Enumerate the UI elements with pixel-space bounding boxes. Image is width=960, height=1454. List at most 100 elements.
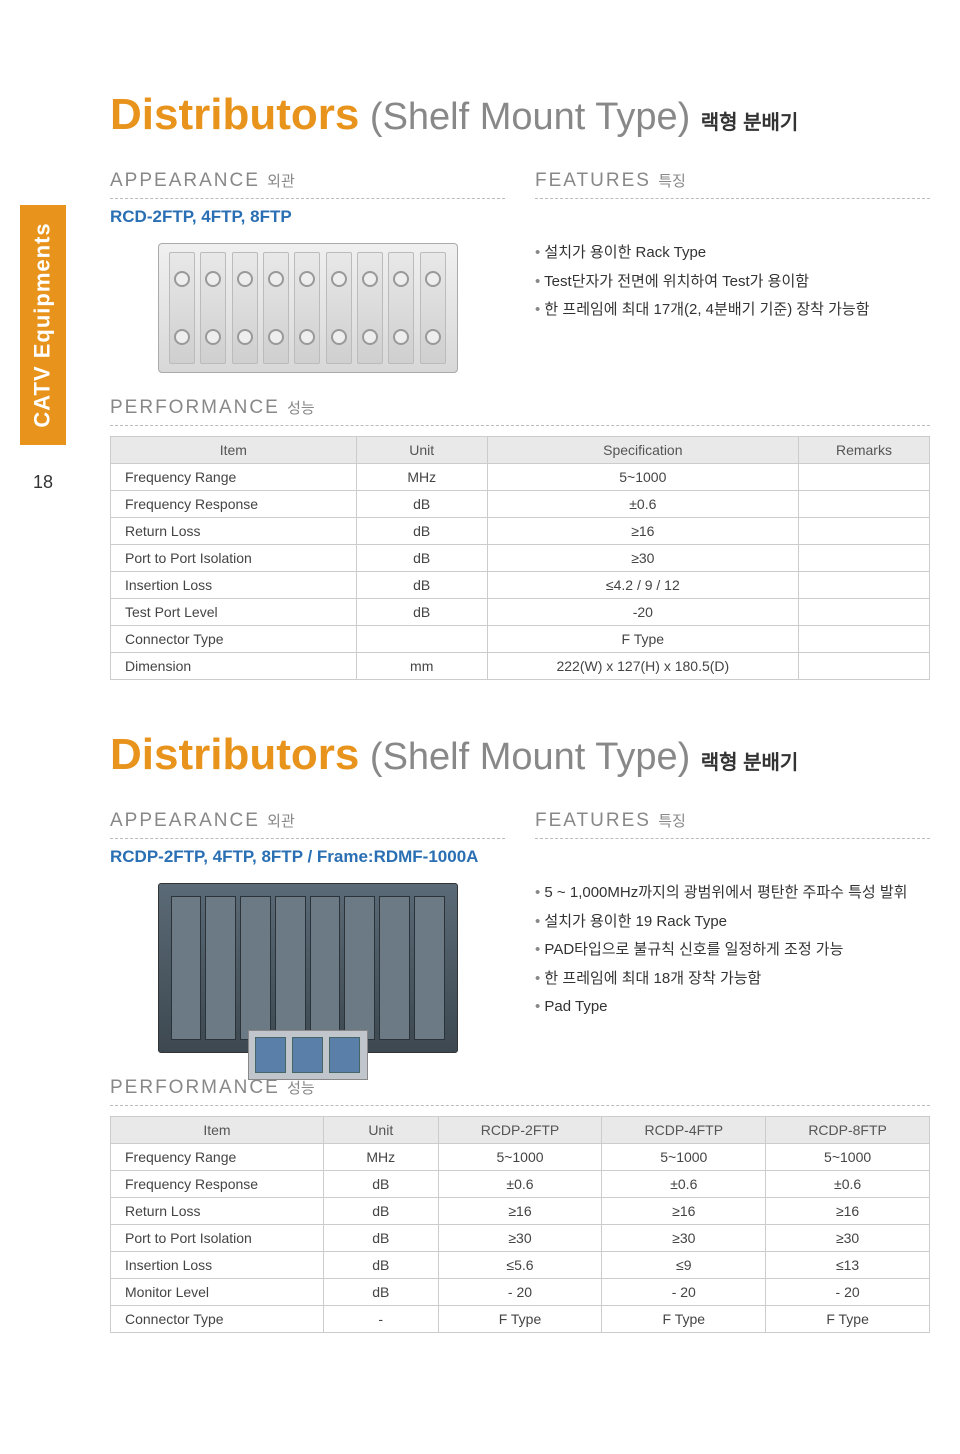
table-cell: ±0.6 bbox=[602, 1171, 766, 1198]
table-cell bbox=[798, 464, 929, 491]
table-cell: Frequency Response bbox=[111, 1171, 324, 1198]
table-cell: F Type bbox=[766, 1306, 930, 1333]
feature-item: 한 프레임에 최대 17개(2, 4분배기 기준) 장착 가능함 bbox=[535, 296, 930, 325]
section1-cols: APPEARANCE 외관 RCD-2FTP, 4FTP, 8FTP FEATU… bbox=[110, 170, 930, 373]
table-cell: - 20 bbox=[438, 1279, 602, 1306]
features-col-2: FEATURES 특징 5 ~ 1,000MHz까지의 광범위에서 평탄한 주파… bbox=[535, 810, 930, 1053]
features-heading: FEATURES 특징 bbox=[535, 170, 930, 199]
table-header: RCDP-2FTP bbox=[438, 1117, 602, 1144]
table-cell: Return Loss bbox=[111, 518, 357, 545]
appearance-heading: APPEARANCE 외관 bbox=[110, 170, 505, 199]
section2-cols: APPEARANCE 외관 RCDP-2FTP, 4FTP, 8FTP / Fr… bbox=[110, 810, 930, 1053]
performance-table-1: ItemUnitSpecificationRemarksFrequency Ra… bbox=[110, 436, 930, 680]
table-cell: Dimension bbox=[111, 653, 357, 680]
title-main: Distributors bbox=[110, 90, 359, 139]
table-cell: dB bbox=[356, 599, 487, 626]
table-cell: Insertion Loss bbox=[111, 572, 357, 599]
table-row: Connector TypeF Type bbox=[111, 626, 930, 653]
table-cell: F Type bbox=[602, 1306, 766, 1333]
table-cell: ±0.6 bbox=[438, 1171, 602, 1198]
table-header: RCDP-8FTP bbox=[766, 1117, 930, 1144]
table-header: Unit bbox=[356, 437, 487, 464]
feature-item: 5 ~ 1,000MHz까지의 광범위에서 평탄한 주파수 특성 발휘 bbox=[535, 879, 930, 908]
table-cell: 5~1000 bbox=[487, 464, 798, 491]
appearance-col-2: APPEARANCE 외관 RCDP-2FTP, 4FTP, 8FTP / Fr… bbox=[110, 810, 505, 1053]
side-tab: CATV Equipments bbox=[20, 205, 66, 445]
table-cell bbox=[798, 545, 929, 572]
table-cell: ≥16 bbox=[438, 1198, 602, 1225]
table-row: Frequency ResponsedB±0.6 bbox=[111, 491, 930, 518]
device-image-1 bbox=[158, 243, 458, 373]
table-row: Port to Port IsolationdB≥30≥30≥30 bbox=[111, 1225, 930, 1252]
table-header: RCDP-4FTP bbox=[602, 1117, 766, 1144]
table-row: Test Port LeveldB-20 bbox=[111, 599, 930, 626]
performance-table-2: ItemUnitRCDP-2FTPRCDP-4FTPRCDP-8FTPFrequ… bbox=[110, 1116, 930, 1333]
table-header: Remarks bbox=[798, 437, 929, 464]
table-cell: ±0.6 bbox=[487, 491, 798, 518]
table-row: Frequency RangeMHz5~1000 bbox=[111, 464, 930, 491]
section2-title: Distributors (Shelf Mount Type) 랙형 분배기 bbox=[110, 730, 930, 780]
table-cell bbox=[798, 653, 929, 680]
features-list-2: 5 ~ 1,000MHz까지의 광범위에서 평탄한 주파수 특성 발휘 설치가 … bbox=[535, 879, 930, 1022]
table-cell bbox=[798, 518, 929, 545]
table-cell: - bbox=[323, 1306, 438, 1333]
table-cell: 222(W) x 127(H) x 180.5(D) bbox=[487, 653, 798, 680]
model-number-2: RCDP-2FTP, 4FTP, 8FTP / Frame:RDMF-1000A bbox=[110, 847, 505, 867]
table-row: Frequency RangeMHz5~10005~10005~1000 bbox=[111, 1144, 930, 1171]
table-cell: ≥30 bbox=[602, 1225, 766, 1252]
performance-heading-2: PERFORMANCE 성능 bbox=[110, 1077, 930, 1106]
table-cell: ±0.6 bbox=[766, 1171, 930, 1198]
table-row: Insertion LossdB≤4.2 / 9 / 12 bbox=[111, 572, 930, 599]
table-row: Monitor LeveldB- 20- 20- 20 bbox=[111, 1279, 930, 1306]
table-cell: dB bbox=[323, 1252, 438, 1279]
table-cell: dB bbox=[356, 491, 487, 518]
appearance-col: APPEARANCE 외관 RCD-2FTP, 4FTP, 8FTP bbox=[110, 170, 505, 373]
table-cell: dB bbox=[323, 1198, 438, 1225]
table-cell: Monitor Level bbox=[111, 1279, 324, 1306]
table-cell: Connector Type bbox=[111, 626, 357, 653]
table-header: Specification bbox=[487, 437, 798, 464]
table-cell: Insertion Loss bbox=[111, 1252, 324, 1279]
table-cell: mm bbox=[356, 653, 487, 680]
table-cell: ≥16 bbox=[766, 1198, 930, 1225]
table-cell: F Type bbox=[438, 1306, 602, 1333]
table-cell bbox=[798, 599, 929, 626]
table-cell: Connector Type bbox=[111, 1306, 324, 1333]
feature-item: 한 프레임에 최대 18개 장착 가능함 bbox=[535, 965, 930, 994]
table-row: Return LossdB≥16≥16≥16 bbox=[111, 1198, 930, 1225]
table-cell: ≤13 bbox=[766, 1252, 930, 1279]
table-cell: Frequency Range bbox=[111, 464, 357, 491]
table-row: Port to Port IsolationdB≥30 bbox=[111, 545, 930, 572]
side-tab-label: CATV Equipments bbox=[30, 222, 56, 427]
feature-item: 설치가 용이한 19 Rack Type bbox=[535, 908, 930, 937]
title-sub: (Shelf Mount Type) bbox=[359, 96, 690, 138]
table-row: Return LossdB≥16 bbox=[111, 518, 930, 545]
table-cell: -20 bbox=[487, 599, 798, 626]
table-cell: Port to Port Isolation bbox=[111, 1225, 324, 1252]
title-main: Distributors bbox=[110, 730, 359, 779]
table-cell bbox=[798, 572, 929, 599]
page-number: 18 bbox=[25, 472, 61, 493]
features-list-1: 설치가 용이한 Rack Type Test단자가 전면에 위치하여 Test가… bbox=[535, 239, 930, 325]
table-cell: ≤4.2 / 9 / 12 bbox=[487, 572, 798, 599]
page-content: Distributors (Shelf Mount Type) 랙형 분배기 A… bbox=[110, 90, 930, 1333]
title-ko: 랙형 분배기 bbox=[701, 112, 799, 134]
table-cell: Frequency Range bbox=[111, 1144, 324, 1171]
table-cell: Frequency Response bbox=[111, 491, 357, 518]
table-cell: dB bbox=[356, 545, 487, 572]
table-cell: Test Port Level bbox=[111, 599, 357, 626]
features-heading-2: FEATURES 특징 bbox=[535, 810, 930, 839]
table-cell: dB bbox=[356, 572, 487, 599]
table-row: Dimensionmm222(W) x 127(H) x 180.5(D) bbox=[111, 653, 930, 680]
table-header: Item bbox=[111, 437, 357, 464]
section2: Distributors (Shelf Mount Type) 랙형 분배기 A… bbox=[110, 730, 930, 1333]
table-cell: MHz bbox=[323, 1144, 438, 1171]
model-number: RCD-2FTP, 4FTP, 8FTP bbox=[110, 207, 505, 227]
device-image-2 bbox=[158, 883, 458, 1053]
table-row: Frequency ResponsedB±0.6±0.6±0.6 bbox=[111, 1171, 930, 1198]
title-ko: 랙형 분배기 bbox=[701, 752, 799, 774]
table-cell: ≥30 bbox=[487, 545, 798, 572]
table-header: Item bbox=[111, 1117, 324, 1144]
table-cell: MHz bbox=[356, 464, 487, 491]
table-row: Connector Type-F TypeF TypeF Type bbox=[111, 1306, 930, 1333]
